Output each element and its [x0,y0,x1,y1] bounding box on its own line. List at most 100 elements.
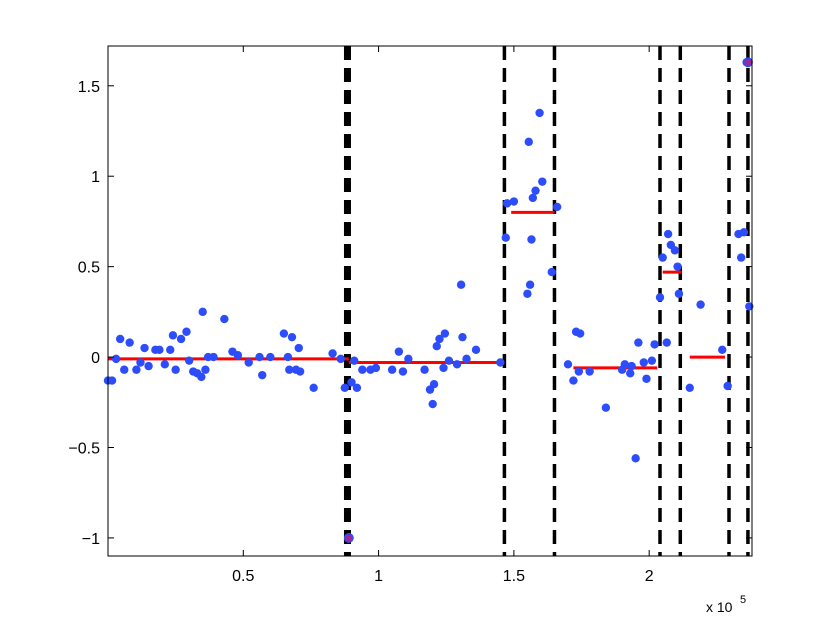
data-point [115,334,125,344]
data-point [531,186,540,195]
data-point [171,365,180,374]
data-point [309,383,318,393]
data-point [456,280,466,289]
data-point [350,356,359,365]
data-point [394,347,404,356]
data-point [444,356,454,365]
data-point [601,403,611,412]
data-point [655,293,665,302]
data-point [125,338,134,347]
data-point [182,327,191,336]
data-point [538,177,547,186]
data-point [745,302,754,311]
segment-means [108,210,725,370]
data-point [509,197,519,206]
data-point [574,367,584,376]
data-point [626,369,635,378]
data-point [428,399,437,409]
y-tick-label: −1 [82,531,100,548]
data-points [103,57,754,543]
data-point [663,229,673,239]
data-point [674,289,684,298]
outlier-point [343,532,354,543]
plot-background [108,46,752,556]
data-point [471,345,481,355]
data-point [524,137,533,147]
data-point [696,300,705,309]
data-point [502,199,512,208]
data-point [527,235,536,244]
data-point [283,352,293,362]
data-point [685,383,694,393]
x-multiplier-label: x 10 [706,599,733,615]
data-point [501,233,510,242]
data-point [340,383,349,393]
data-point [233,351,243,360]
data-point [563,360,573,369]
data-point [358,365,367,374]
data-point [136,358,145,367]
data-point [166,345,175,355]
data-point [287,332,297,342]
data-point [631,454,640,463]
data-point [627,361,636,371]
data-point [352,383,362,393]
data-point [575,329,585,338]
data-point [440,329,450,338]
data-point [347,378,356,387]
data-point [107,376,117,385]
data-point [266,352,275,362]
data-point [155,345,164,355]
data-point [295,367,305,376]
data-point [634,338,643,347]
data-point [647,356,657,365]
x-axis: 0.5 1 1.5 2 [232,46,654,585]
data-point [528,193,538,203]
data-point [569,376,578,385]
data-point [144,361,153,371]
data-point [525,280,535,289]
y-axis: −1 −0.5 0 0.5 1 1.5 [68,79,752,548]
data-point [739,228,749,237]
data-point [642,374,651,383]
data-point [523,289,532,298]
outlier-point [742,57,753,68]
data-point [168,331,178,340]
data-point [244,358,253,367]
data-point [279,329,289,338]
x-tick-label: 0.5 [232,568,254,585]
data-point [723,381,732,391]
data-point [220,314,229,324]
plot-frame [107,45,753,557]
data-point [328,349,337,358]
y-tick-label: 0.5 [78,260,100,277]
x-tick-label: 1 [374,568,383,585]
data-point [255,352,264,362]
data-point [285,365,294,374]
data-point [439,363,448,373]
data-point [585,367,594,376]
data-point [452,360,462,369]
data-point [435,334,444,344]
data-point [336,354,345,364]
data-point [258,370,267,380]
data-point [650,340,659,349]
data-point [736,253,746,262]
data-point [662,338,671,347]
data-point [620,360,630,369]
data-point [201,365,210,374]
data-point [184,356,194,365]
x-tick-label: 1.5 [503,568,525,585]
data-point [458,332,467,342]
data-point [670,246,680,255]
data-point [294,343,303,353]
data-point [658,253,667,262]
data-point [197,372,206,382]
data-point [535,108,544,118]
data-point [176,334,186,344]
data-point [496,358,505,367]
data-point [160,360,170,369]
data-point [552,202,562,212]
data-point [639,358,648,367]
y-tick-label: 0 [91,350,100,367]
